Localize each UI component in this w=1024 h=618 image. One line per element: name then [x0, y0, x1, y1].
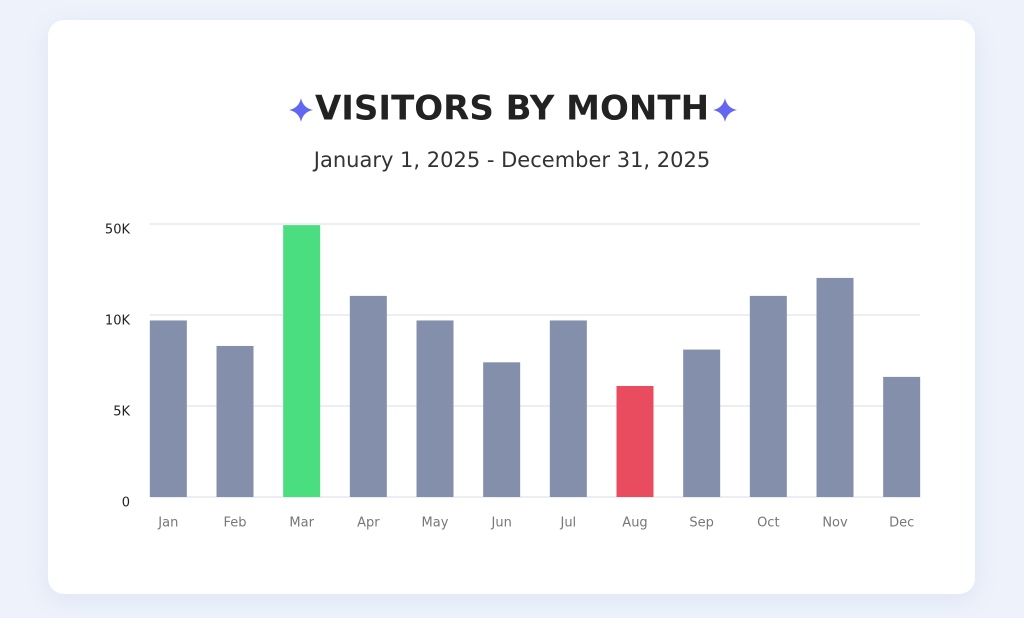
x-tick-label: Apr: [357, 516, 380, 531]
bar: [883, 376, 921, 497]
y-tick-label: 0: [122, 496, 130, 511]
sparkle-icon: [289, 98, 313, 122]
bar: [749, 295, 787, 497]
bar: [816, 277, 854, 497]
x-tick-label: Sep: [689, 516, 714, 531]
x-tick-label: Feb: [223, 516, 246, 531]
bar: [549, 320, 587, 497]
bar: [149, 320, 187, 497]
x-tick-label: Jun: [491, 516, 512, 531]
bar: [683, 349, 721, 497]
bar: [216, 345, 254, 497]
chart-title: VISITORS BY MONTH: [315, 89, 709, 129]
x-tick-label: Nov: [822, 516, 848, 531]
chart-subtitle: January 1, 2025 - December 31, 2025: [312, 148, 710, 172]
y-tick-label: 10K: [105, 314, 131, 329]
bar: [483, 362, 521, 497]
y-tick-label: 50K: [105, 223, 131, 238]
x-tick-label: Mar: [289, 516, 314, 531]
x-tick-label: May: [422, 516, 449, 531]
x-tick-label: Dec: [889, 516, 914, 531]
bar: [349, 295, 387, 497]
x-tick-label: Oct: [757, 516, 779, 531]
x-tick-label: Jan: [157, 516, 178, 531]
sparkle-icon: [713, 98, 737, 122]
bar: [416, 320, 454, 497]
y-tick-label: 5K: [113, 405, 130, 420]
x-tick-label: Jul: [559, 516, 576, 531]
bar: [283, 225, 321, 497]
bar: [616, 385, 654, 497]
x-tick-label: Aug: [622, 516, 647, 531]
